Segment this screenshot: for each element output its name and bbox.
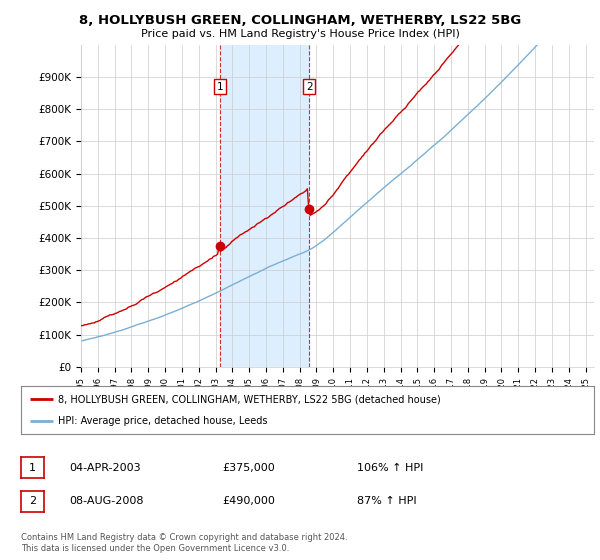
- Text: 2: 2: [306, 82, 313, 92]
- Text: 1: 1: [217, 82, 223, 92]
- Text: HPI: Average price, detached house, Leeds: HPI: Average price, detached house, Leed…: [58, 416, 268, 426]
- Text: 08-AUG-2008: 08-AUG-2008: [69, 496, 143, 506]
- Text: £375,000: £375,000: [222, 463, 275, 473]
- Text: 8, HOLLYBUSH GREEN, COLLINGHAM, WETHERBY, LS22 5BG (detached house): 8, HOLLYBUSH GREEN, COLLINGHAM, WETHERBY…: [58, 394, 441, 404]
- Text: 2: 2: [29, 496, 36, 506]
- Text: 106% ↑ HPI: 106% ↑ HPI: [357, 463, 424, 473]
- Text: 87% ↑ HPI: 87% ↑ HPI: [357, 496, 416, 506]
- Text: 04-APR-2003: 04-APR-2003: [69, 463, 140, 473]
- Bar: [220, 45, 310, 367]
- Text: Price paid vs. HM Land Registry's House Price Index (HPI): Price paid vs. HM Land Registry's House …: [140, 29, 460, 39]
- Text: £490,000: £490,000: [222, 496, 275, 506]
- Text: Contains HM Land Registry data © Crown copyright and database right 2024.
This d: Contains HM Land Registry data © Crown c…: [21, 533, 347, 553]
- Text: 8, HOLLYBUSH GREEN, COLLINGHAM, WETHERBY, LS22 5BG: 8, HOLLYBUSH GREEN, COLLINGHAM, WETHERBY…: [79, 14, 521, 27]
- Text: 1: 1: [29, 463, 36, 473]
